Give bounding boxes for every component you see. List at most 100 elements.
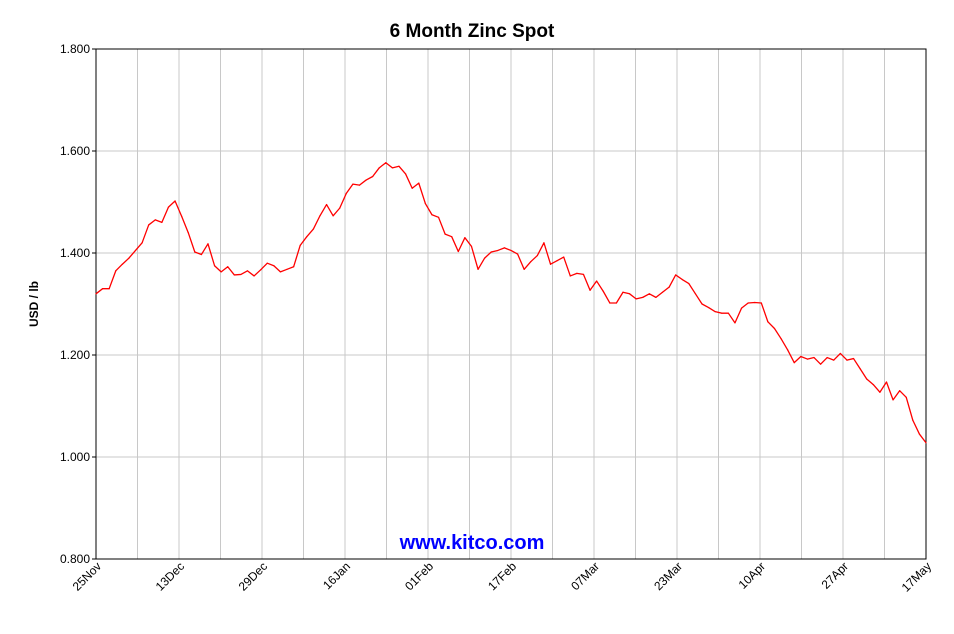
- data-point: [181, 215, 183, 217]
- data-point: [885, 381, 888, 383]
- data-point: [220, 271, 222, 273]
- data-point: [701, 303, 703, 305]
- data-point: [648, 293, 650, 295]
- data-point: [457, 250, 459, 253]
- data-point: [358, 184, 361, 186]
- data-point: [582, 273, 585, 276]
- data-point: [681, 278, 683, 281]
- data-series: [95, 162, 927, 444]
- data-point: [312, 228, 314, 230]
- data-point: [121, 263, 123, 265]
- data-point: [899, 390, 901, 392]
- data-point: [872, 383, 874, 386]
- data-point: [154, 219, 156, 221]
- data-point: [642, 296, 644, 298]
- data-point: [589, 289, 591, 291]
- data-point: [260, 269, 262, 271]
- data-point: [194, 251, 196, 253]
- data-point: [754, 301, 756, 304]
- data-point: [134, 249, 137, 252]
- data-point: [405, 173, 407, 175]
- data-point: [622, 291, 624, 293]
- data-point: [227, 266, 229, 268]
- data-point: [859, 368, 861, 370]
- data-point: [747, 302, 749, 304]
- x-tick-label: 29Dec: [236, 559, 270, 593]
- data-point: [299, 244, 301, 246]
- data-point: [852, 357, 855, 360]
- data-point: [879, 391, 881, 393]
- data-point: [246, 270, 249, 272]
- data-point: [273, 265, 275, 267]
- data-point: [279, 271, 282, 273]
- data-point: [694, 293, 697, 295]
- x-tick-label: 01Feb: [402, 559, 436, 593]
- data-point: [905, 396, 907, 398]
- y-axis-ticks: 0.800 1.000 1.200 1.400 1.600 1.800: [60, 42, 96, 566]
- data-point: [293, 266, 295, 268]
- data-point: [253, 275, 255, 277]
- data-point: [319, 215, 321, 217]
- data-point: [760, 302, 762, 304]
- data-point: [714, 311, 716, 313]
- y-tick-label: 1.200: [60, 348, 90, 362]
- data-point: [464, 237, 466, 239]
- data-point: [787, 349, 789, 351]
- data-point: [128, 257, 130, 259]
- data-point: [306, 236, 308, 238]
- data-point: [167, 206, 170, 208]
- data-point: [866, 378, 868, 380]
- data-point: [780, 338, 782, 340]
- data-point: [484, 257, 486, 259]
- data-point: [148, 224, 150, 226]
- data-point: [628, 293, 631, 295]
- data-point: [523, 268, 525, 270]
- data-point: [925, 442, 927, 444]
- data-point: [918, 433, 921, 435]
- data-point: [655, 296, 657, 298]
- data-point: [596, 280, 598, 282]
- data-point: [609, 302, 611, 304]
- y-tick-label: 1.800: [60, 42, 90, 56]
- x-tick-label: 10Apr: [736, 559, 769, 592]
- data-point: [813, 356, 815, 359]
- data-point: [187, 232, 189, 234]
- data-point: [668, 286, 670, 288]
- data-point: [391, 167, 394, 169]
- data-point: [161, 221, 163, 223]
- data-point: [727, 312, 729, 314]
- data-point: [510, 249, 512, 252]
- y-tick-label: 1.600: [60, 144, 90, 158]
- y-tick-label: 1.000: [60, 450, 90, 464]
- data-point: [800, 355, 802, 358]
- data-point: [372, 175, 374, 178]
- chart-title: 6 Month Zinc Spot: [390, 21, 555, 42]
- data-point: [451, 236, 453, 238]
- data-point: [549, 263, 552, 265]
- data-point: [767, 321, 769, 323]
- data-point: [207, 243, 209, 245]
- x-tick-label: 23Mar: [651, 559, 685, 593]
- data-point: [740, 307, 743, 309]
- grid-lines: [96, 48, 926, 560]
- x-tick-label: 27Apr: [819, 559, 852, 592]
- data-point: [444, 233, 446, 235]
- data-point: [688, 283, 690, 285]
- data-point: [708, 306, 710, 309]
- data-point: [806, 358, 809, 360]
- data-point: [385, 162, 387, 164]
- data-point: [398, 165, 400, 167]
- data-point: [490, 251, 492, 253]
- x-tick-label: 17May: [899, 559, 934, 594]
- data-point: [174, 200, 176, 202]
- watermark-link[interactable]: www.kitco.com: [399, 532, 545, 554]
- data-point: [793, 362, 795, 364]
- data-point: [820, 363, 822, 365]
- data-point: [477, 268, 479, 270]
- data-point: [339, 207, 341, 209]
- data-point: [101, 288, 104, 290]
- data-point: [721, 312, 723, 314]
- plot-frame: [95, 48, 927, 560]
- data-point: [661, 291, 664, 293]
